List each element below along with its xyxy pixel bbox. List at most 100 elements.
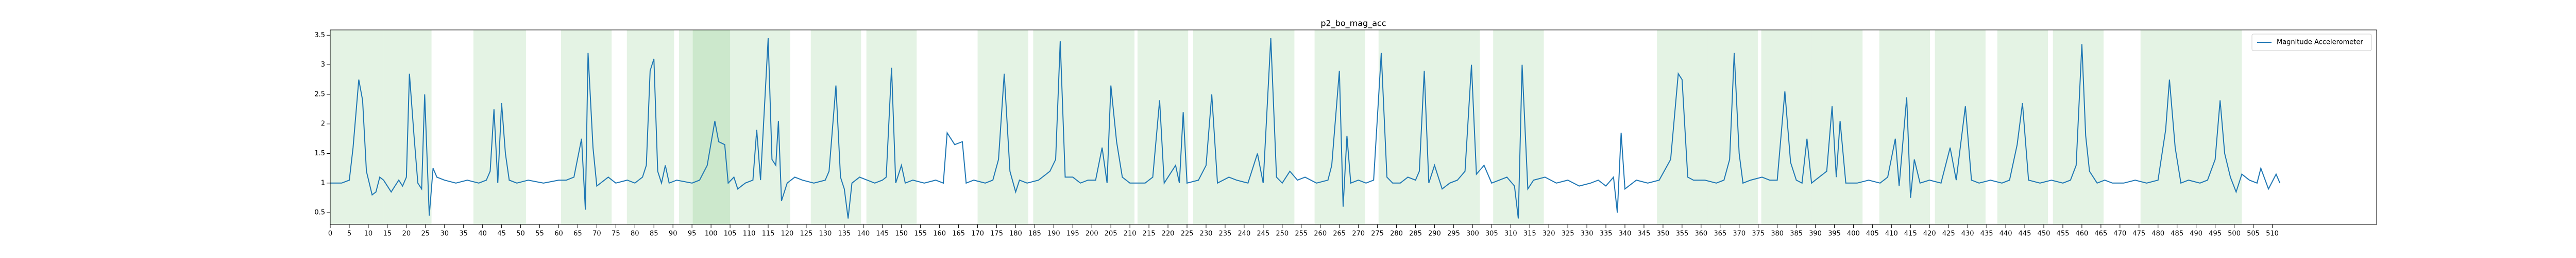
x-tick-label: 140 (857, 230, 870, 238)
x-tick-label: 450 (2038, 230, 2050, 238)
x-tick-label: 255 (1295, 230, 1308, 238)
x-tick-label: 285 (1409, 230, 1422, 238)
highlight-span (1811, 30, 1863, 224)
x-tick-label: 360 (1694, 230, 1707, 238)
x-tick-label: 290 (1428, 230, 1441, 238)
x-tick-label: 190 (1047, 230, 1060, 238)
x-tick-label: 20 (402, 230, 411, 238)
x-tick-label: 230 (1200, 230, 1213, 238)
x-tick-label: 460 (2076, 230, 2089, 238)
x-tick-label: 115 (762, 230, 775, 238)
x-tick-label: 90 (669, 230, 677, 238)
highlight-span (1657, 30, 1708, 224)
chart-title: p2_bo_mag_acc (1320, 19, 1386, 29)
x-tick-label: 410 (1885, 230, 1898, 238)
x-tick-label: 85 (650, 230, 658, 238)
x-tick-label: 385 (1790, 230, 1803, 238)
x-tick-label: 365 (1714, 230, 1726, 238)
x-tick-label: 315 (1523, 230, 1536, 238)
x-tick-label: 15 (383, 230, 392, 238)
x-tick-label: 400 (1847, 230, 1860, 238)
data-line (330, 38, 2281, 219)
highlight-span (1997, 30, 2048, 224)
x-tick-label: 405 (1866, 230, 1879, 238)
x-tick-label: 110 (743, 230, 756, 238)
x-tick-label: 445 (2019, 230, 2031, 238)
x-tick-label: 200 (1086, 230, 1098, 238)
highlight-span (626, 30, 674, 224)
x-tick-label: 135 (838, 230, 851, 238)
x-tick-label: 340 (1619, 230, 1632, 238)
x-tick-label: 465 (2094, 230, 2107, 238)
highlight-span (1193, 30, 1244, 224)
x-tick-label: 185 (1028, 230, 1041, 238)
x-tick-label: 425 (1942, 230, 1955, 238)
legend-label: Magnitude Accelerometer (2277, 39, 2363, 46)
highlight-span (977, 30, 1028, 224)
x-tick-label: 195 (1066, 230, 1079, 238)
x-tick-label: 160 (933, 230, 946, 238)
y-tick-label: 0.5 (314, 209, 325, 217)
x-tick-label: 395 (1828, 230, 1841, 238)
x-tick-label: 75 (612, 230, 620, 238)
legend-box (2251, 34, 2372, 51)
highlight-span (1935, 30, 1986, 224)
x-tick-label: 70 (592, 230, 601, 238)
plot-frame (330, 29, 2377, 225)
x-tick-label: 10 (364, 230, 373, 238)
x-tick-label: 320 (1543, 230, 1555, 238)
x-tick-label: 260 (1314, 230, 1327, 238)
x-tick-label: 475 (2132, 230, 2145, 238)
x-tick-label: 345 (1638, 230, 1651, 238)
x-tick-label: 430 (1961, 230, 1974, 238)
highlight-span (2191, 30, 2242, 224)
x-tick-label: 125 (800, 230, 812, 238)
x-tick-label: 275 (1371, 230, 1384, 238)
x-tick-label: 120 (781, 230, 794, 238)
x-tick-label: 470 (2113, 230, 2126, 238)
x-tick-label: 420 (1923, 230, 1936, 238)
y-tick-label: 3.5 (314, 31, 325, 39)
x-tick-label: 240 (1238, 230, 1250, 238)
x-tick-label: 505 (2247, 230, 2260, 238)
highlight-span (1244, 30, 1295, 224)
x-tick-label: 215 (1143, 230, 1156, 238)
x-tick-label: 245 (1257, 230, 1269, 238)
x-tick-label: 205 (1105, 230, 1117, 238)
highlight-span (1314, 30, 1365, 224)
highlight-span (330, 30, 384, 224)
highlight-span (1761, 30, 1812, 224)
x-tick-label: 30 (440, 230, 449, 238)
x-tick-label: 455 (2057, 230, 2070, 238)
x-tick-label: 150 (895, 230, 908, 238)
x-tick-label: 35 (459, 230, 468, 238)
highlight-span (1033, 30, 1084, 224)
x-tick-label: 500 (2228, 230, 2241, 238)
x-tick-label: 65 (573, 230, 582, 238)
x-tick-label: 295 (1447, 230, 1460, 238)
x-tick-label: 270 (1352, 230, 1365, 238)
x-tick-label: 435 (1980, 230, 1993, 238)
x-tick-label: 380 (1771, 230, 1784, 238)
x-tick-label: 25 (421, 230, 430, 238)
x-tick-label: 155 (914, 230, 927, 238)
x-tick-label: 330 (1581, 230, 1594, 238)
highlight-span (679, 30, 731, 224)
x-tick-label: 145 (876, 230, 889, 238)
x-tick-label: 60 (554, 230, 563, 238)
highlight-span (1137, 30, 1189, 224)
x-tick-label: 105 (724, 230, 737, 238)
y-tick-label: 3 (321, 61, 325, 69)
x-tick-label: 40 (478, 230, 487, 238)
x-tick-label: 490 (2190, 230, 2202, 238)
x-tick-label: 495 (2209, 230, 2222, 238)
x-tick-label: 350 (1656, 230, 1669, 238)
x-tick-label: 305 (1485, 230, 1498, 238)
x-tick-label: 440 (1999, 230, 2012, 238)
x-tick-label: 485 (2171, 230, 2183, 238)
y-tick-label: 1.5 (314, 150, 325, 157)
highlight-span (1378, 30, 1430, 224)
x-tick-label: 165 (952, 230, 965, 238)
x-tick-label: 335 (1600, 230, 1613, 238)
